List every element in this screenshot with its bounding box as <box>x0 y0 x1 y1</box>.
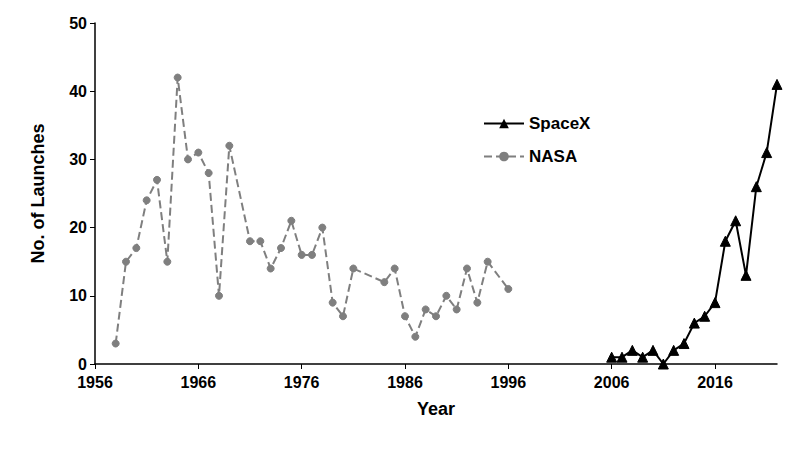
svg-text:1986: 1986 <box>387 374 423 391</box>
svg-text:Year: Year <box>417 399 455 419</box>
svg-text:0: 0 <box>78 356 87 373</box>
svg-text:40: 40 <box>69 83 87 100</box>
svg-text:2006: 2006 <box>594 374 630 391</box>
svg-text:1996: 1996 <box>491 374 527 391</box>
svg-text:SpaceX: SpaceX <box>529 114 591 133</box>
svg-text:20: 20 <box>69 219 87 236</box>
svg-text:1976: 1976 <box>284 374 320 391</box>
svg-text:10: 10 <box>69 287 87 304</box>
svg-text:No. of Launches: No. of Launches <box>28 123 48 263</box>
svg-text:1966: 1966 <box>181 374 217 391</box>
svg-text:1956: 1956 <box>77 374 113 391</box>
svg-text:50: 50 <box>69 15 87 32</box>
svg-text:2016: 2016 <box>697 374 733 391</box>
svg-text:30: 30 <box>69 151 87 168</box>
svg-text:NASA: NASA <box>529 147 577 166</box>
